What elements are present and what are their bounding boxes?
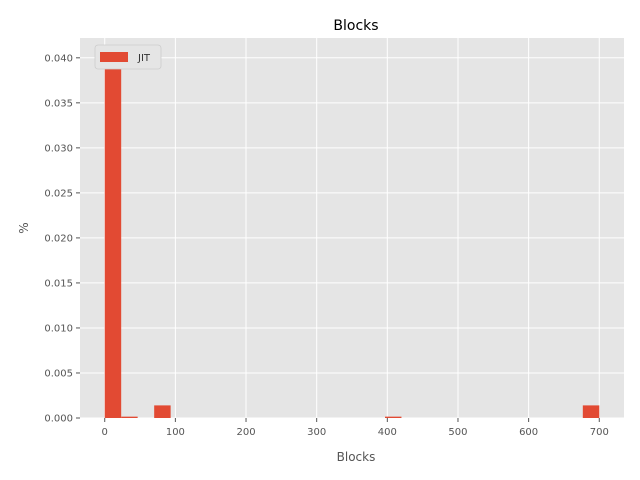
x-ticks: 0 100 200 300 400 500 600 700	[102, 418, 609, 438]
legend-swatch-jit	[100, 52, 128, 62]
bar	[582, 405, 600, 418]
x-axis-label: Blocks	[337, 450, 376, 464]
y-tick-label: 0.020	[44, 233, 73, 244]
plot-area	[80, 38, 624, 418]
y-tick-label: 0.005	[44, 368, 73, 379]
y-tick-label: 0.010	[44, 323, 73, 334]
y-axis-label: %	[17, 222, 31, 233]
bar	[104, 59, 122, 418]
y-tick-label: 0.000	[44, 414, 73, 425]
x-tick-label: 400	[378, 427, 397, 438]
y-tick-label: 0.015	[44, 278, 73, 289]
y-tick-label: 0.025	[44, 188, 73, 199]
grid	[80, 38, 624, 419]
x-tick-label: 200	[236, 427, 255, 438]
y-ticks: 0.000 0.005 0.010 0.015 0.020 0.025 0.030 0.035…	[44, 53, 80, 425]
x-tick-label: 0	[102, 427, 108, 438]
bar	[154, 405, 171, 418]
bar	[384, 416, 402, 418]
bar	[121, 416, 138, 418]
x-tick-label: 100	[166, 427, 185, 438]
bars	[104, 59, 600, 418]
legend: JIT	[94, 44, 162, 70]
x-tick-label: 300	[307, 427, 326, 438]
y-tick-label: 0.040	[44, 53, 73, 64]
y-tick-label: 0.035	[44, 98, 73, 109]
y-tick-label: 0.030	[44, 143, 73, 154]
x-tick-label: 600	[519, 427, 538, 438]
x-tick-label: 700	[590, 427, 609, 438]
x-tick-label: 500	[448, 427, 467, 438]
chart-title: Blocks	[333, 18, 378, 34]
legend-label-jit: JIT	[137, 53, 151, 64]
